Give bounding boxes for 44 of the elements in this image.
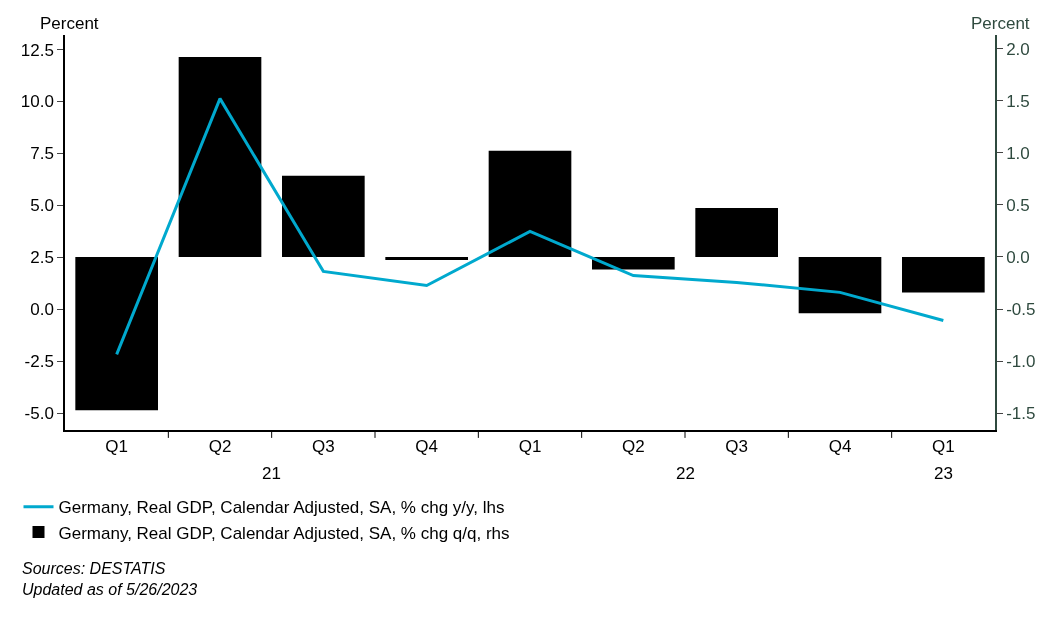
bar [178,56,262,257]
y-tick-label: 12.5 [20,40,54,60]
line-series [115,97,945,356]
y2-tick-label: 0.0 [1006,247,1030,267]
bar [282,175,365,257]
legend-label: Germany, Real GDP, Calendar Adjusted, SA, % chg q/q, rhs [58,523,510,543]
y2-tick-label: -1.5 [1006,404,1036,424]
bar [592,256,675,270]
y-tick-label: 0.0 [30,300,54,320]
y2-tick-label: 1.0 [1006,143,1030,163]
y-tick-label: 5.0 [30,196,54,216]
x-tick-label: Q4 [828,437,852,457]
text: Updated as of 5/26/2023 [22,581,198,598]
y2-tick-label: 1.5 [1006,91,1030,111]
y-tick-label: -2.5 [24,352,54,372]
y2-tick-label: -0.5 [1006,300,1036,320]
bar [695,208,778,257]
x-tick-label: Q3 [311,437,335,457]
x-tick-label: Q3 [725,437,749,457]
x-tick-label: Q2 [621,437,645,457]
x-tick-label: Q2 [208,437,232,457]
y2-tick-label: -1.0 [1006,352,1036,372]
bar [798,256,882,314]
x-tick-label: Q1 [105,437,129,457]
bar [488,150,572,257]
y2-axis-title: Percent [971,14,1030,33]
y-tick-label: -5.0 [24,404,54,424]
text: 23 [934,464,953,483]
text: 22 [676,464,695,483]
bar [385,256,468,261]
x-tick-label: Q1 [931,437,955,457]
source-note: Sources: DESTATIS [22,560,166,577]
x-tick-label: Q4 [415,437,439,457]
y-tick-label: 2.5 [30,248,54,268]
y-tick-label: 7.5 [30,144,54,164]
bar [75,256,158,411]
y2-tick-label: 2.0 [1006,39,1030,59]
x-tick-label: Q1 [518,437,542,457]
y-axis-title: Percent [40,14,99,33]
text: 21 [262,464,281,483]
y2-tick-label: 0.5 [1006,195,1030,215]
y-tick-label: 10.0 [20,92,54,112]
bar [902,256,985,293]
legend-label: Germany, Real GDP, Calendar Adjusted, SA, % chg y/y, lhs [58,498,505,518]
